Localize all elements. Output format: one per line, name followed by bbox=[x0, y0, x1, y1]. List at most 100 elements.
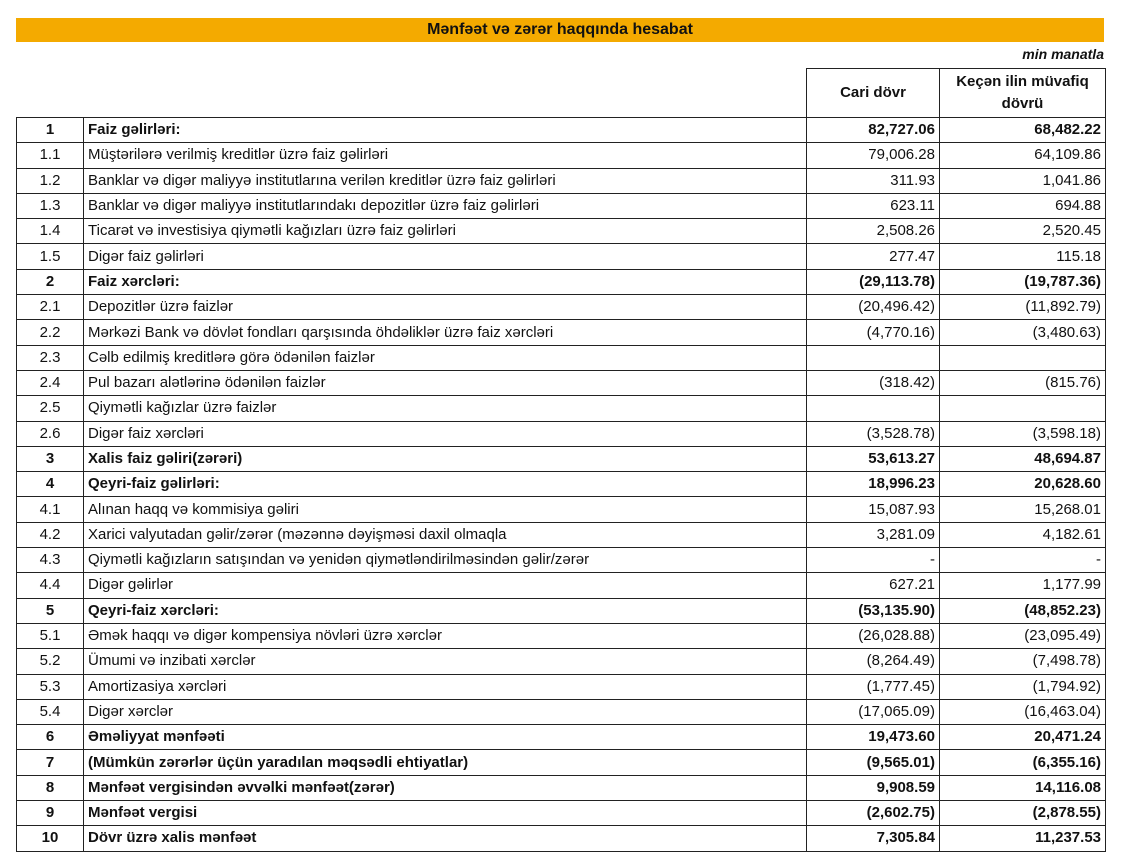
table-row: 4.4 Digər gəlirlər 627.21 1,177.99 bbox=[16, 572, 1106, 599]
table-row: 4 Qeyri-faiz gəlirləri: 18,996.23 20,628.60 bbox=[16, 471, 1106, 498]
previous-value: 115.18 bbox=[939, 243, 1106, 270]
table-row: 2.1 Depozitlər üzrə faizlər (20,496.42) (11… bbox=[16, 294, 1106, 321]
table-row: 5.1 Əmək haqqı və digər kompensiya növlər… bbox=[16, 622, 1106, 650]
table-row: 2 Faiz xərcləri: (29,113.78) (19,787.36) bbox=[16, 268, 1106, 296]
current-value: - bbox=[806, 547, 940, 574]
row-number: 5 bbox=[16, 597, 84, 624]
row-number: 5.1 bbox=[16, 622, 84, 650]
header-row: Cari dövr Keçən ilin müvafiq dövrü bbox=[16, 68, 1106, 118]
row-label: Ticarət və investisiya qiymətli kağızlar… bbox=[83, 218, 807, 245]
previous-value: 11,237.53 bbox=[939, 825, 1106, 852]
unit-note: min manatla bbox=[1022, 46, 1104, 62]
table-row: 1.4 Ticarət və investisiya qiymətli kağız… bbox=[16, 218, 1106, 245]
blank-cell bbox=[83, 68, 807, 118]
row-number: 4.3 bbox=[16, 547, 84, 574]
row-number: 2.6 bbox=[16, 420, 84, 447]
row-label: Pul bazarı alətlərinə ödənilən faizlər bbox=[83, 369, 807, 397]
current-value: (4,770.16) bbox=[806, 319, 940, 346]
row-label: (Mümkün zərərlər üçün yaradılan məqsədli… bbox=[83, 749, 807, 776]
row-number: 5.2 bbox=[16, 648, 84, 675]
current-value: (26,028.88) bbox=[806, 622, 940, 650]
row-label: Digər faiz xərcləri bbox=[83, 420, 807, 447]
current-value: 623.11 bbox=[806, 192, 940, 220]
table-row: 7 (Mümkün zərərlər üçün yaradılan məqsədl… bbox=[16, 749, 1106, 776]
previous-value: (16,463.04) bbox=[939, 698, 1106, 726]
current-value: (8,264.49) bbox=[806, 648, 940, 675]
table-row: 2.5 Qiymətli kağızlar üzrə faizlər bbox=[16, 395, 1106, 422]
row-label: Əmək haqqı və digər kompensiya növləri ü… bbox=[83, 622, 807, 650]
current-value: (17,065.09) bbox=[806, 698, 940, 726]
current-value: 79,006.28 bbox=[806, 142, 940, 169]
table-row: 5 Qeyri-faiz xərcləri: (53,135.90) (48,852.… bbox=[16, 597, 1106, 624]
row-number: 2.5 bbox=[16, 395, 84, 422]
current-value bbox=[806, 395, 940, 422]
table-row: 1.2 Banklar və digər maliyyə institutları… bbox=[16, 167, 1106, 194]
row-number: 4.1 bbox=[16, 496, 84, 523]
previous-value: 1,177.99 bbox=[939, 572, 1106, 599]
previous-value: 20,471.24 bbox=[939, 724, 1106, 751]
current-value bbox=[806, 344, 940, 371]
current-value: (3,528.78) bbox=[806, 420, 940, 447]
row-number: 10 bbox=[16, 825, 84, 852]
row-label: Alınan haqq və kommisiya gəliri bbox=[83, 496, 807, 523]
previous-value: (7,498.78) bbox=[939, 648, 1106, 675]
row-number: 1 bbox=[16, 116, 84, 144]
table-row: 1.1 Müştərilərə verilmiş kreditlər üzrə f… bbox=[16, 142, 1106, 169]
row-number: 2.1 bbox=[16, 294, 84, 321]
row-number: 9 bbox=[16, 800, 84, 827]
row-label: Amortizasiya xərcləri bbox=[83, 673, 807, 700]
current-value: 19,473.60 bbox=[806, 724, 940, 751]
previous-value: 20,628.60 bbox=[939, 471, 1106, 498]
row-number: 1.2 bbox=[16, 167, 84, 194]
current-value: 9,908.59 bbox=[806, 774, 940, 802]
previous-value: (48,852.23) bbox=[939, 597, 1106, 624]
previous-value: (2,878.55) bbox=[939, 800, 1106, 827]
row-label: Ümumi və inzibati xərclər bbox=[83, 648, 807, 675]
column-header: Cari dövr bbox=[806, 68, 940, 118]
previous-value: 64,109.86 bbox=[939, 142, 1106, 169]
current-value: 18,996.23 bbox=[806, 471, 940, 498]
report-title: Mənfəət və zərər haqqında hesabat bbox=[16, 18, 1104, 42]
table-body: Cari dövr Keçən ilin müvafiq dövrü 1 Faiz… bbox=[16, 68, 1106, 852]
previous-value: 15,268.01 bbox=[939, 496, 1106, 523]
current-value: 7,305.84 bbox=[806, 825, 940, 852]
current-value: 2,508.26 bbox=[806, 218, 940, 245]
row-number: 1.5 bbox=[16, 243, 84, 270]
row-label: Qiymətli kağızlar üzrə faizlər bbox=[83, 395, 807, 422]
table-row: 1.5 Digər faiz gəlirləri 277.47 115.18 bbox=[16, 243, 1106, 270]
previous-value: (1,794.92) bbox=[939, 673, 1106, 700]
row-number: 1.4 bbox=[16, 218, 84, 245]
row-label: Qeyri-faiz gəlirləri: bbox=[83, 471, 807, 498]
row-label: Digər faiz gəlirləri bbox=[83, 243, 807, 270]
blank-cell bbox=[16, 68, 84, 118]
current-value: (29,113.78) bbox=[806, 268, 940, 296]
row-number: 5.4 bbox=[16, 698, 84, 726]
row-number: 2.3 bbox=[16, 344, 84, 371]
row-label: Xarici valyutadan gəlir/zərər (məzənnə d… bbox=[83, 521, 807, 549]
previous-value: 48,694.87 bbox=[939, 445, 1106, 473]
table-row: 1.3 Banklar və digər maliyyə institutları… bbox=[16, 192, 1106, 220]
row-label: Mərkəzi Bank və dövlət fondları qarşısın… bbox=[83, 319, 807, 346]
row-number: 3 bbox=[16, 445, 84, 473]
table-row: 2.6 Digər faiz xərcləri (3,528.78) (3,598.1… bbox=[16, 420, 1106, 447]
column-header: Keçən ilin müvafiq dövrü bbox=[939, 68, 1106, 118]
previous-value bbox=[939, 395, 1106, 422]
table-row: 1 Faiz gəlirləri: 82,727.06 68,482.22 bbox=[16, 116, 1106, 144]
previous-value: (23,095.49) bbox=[939, 622, 1106, 650]
current-value: (1,777.45) bbox=[806, 673, 940, 700]
row-number: 7 bbox=[16, 749, 84, 776]
table-row: 4.3 Qiymətli kağızların satışından və yen… bbox=[16, 547, 1106, 574]
current-value: (2,602.75) bbox=[806, 800, 940, 827]
table-row: 9 Mənfəət vergisi (2,602.75) (2,878.55) bbox=[16, 800, 1106, 827]
table-row: 8 Mənfəət vergisindən əvvəlki mənfəət(zər… bbox=[16, 774, 1106, 802]
row-label: Depozitlər üzrə faizlər bbox=[83, 294, 807, 321]
previous-value: (19,787.36) bbox=[939, 268, 1106, 296]
previous-value: (3,480.63) bbox=[939, 319, 1106, 346]
previous-value: 694.88 bbox=[939, 192, 1106, 220]
previous-value: 68,482.22 bbox=[939, 116, 1106, 144]
previous-value: (815.76) bbox=[939, 369, 1106, 397]
current-value: 53,613.27 bbox=[806, 445, 940, 473]
table-row: 2.4 Pul bazarı alətlərinə ödənilən faizlə… bbox=[16, 369, 1106, 397]
current-value: 15,087.93 bbox=[806, 496, 940, 523]
